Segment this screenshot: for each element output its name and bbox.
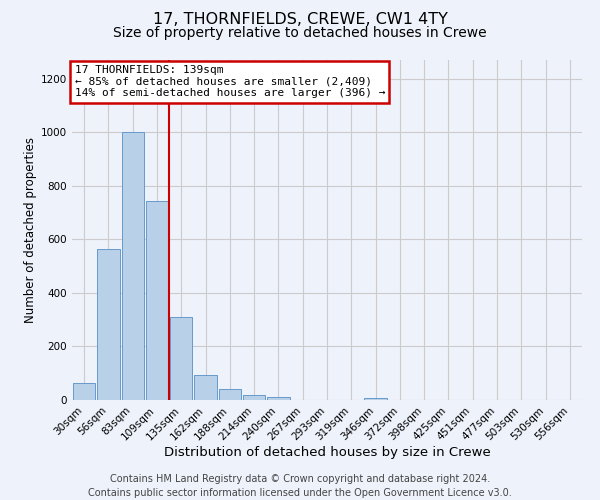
Text: Contains HM Land Registry data © Crown copyright and database right 2024.
Contai: Contains HM Land Registry data © Crown c… <box>88 474 512 498</box>
Bar <box>243 394 265 400</box>
Text: Size of property relative to detached houses in Crewe: Size of property relative to detached ho… <box>113 26 487 40</box>
Bar <box>122 132 144 400</box>
Bar <box>73 382 95 400</box>
X-axis label: Distribution of detached houses by size in Crewe: Distribution of detached houses by size … <box>164 446 490 459</box>
Bar <box>267 398 290 400</box>
Bar <box>97 248 119 400</box>
Bar <box>218 390 241 400</box>
Bar <box>146 200 168 400</box>
Text: 17, THORNFIELDS, CREWE, CW1 4TY: 17, THORNFIELDS, CREWE, CW1 4TY <box>152 12 448 28</box>
Bar <box>170 317 193 400</box>
Text: 17 THORNFIELDS: 139sqm
← 85% of detached houses are smaller (2,409)
14% of semi-: 17 THORNFIELDS: 139sqm ← 85% of detached… <box>74 65 385 98</box>
Bar <box>194 374 217 400</box>
Bar <box>364 398 387 400</box>
Y-axis label: Number of detached properties: Number of detached properties <box>24 137 37 323</box>
